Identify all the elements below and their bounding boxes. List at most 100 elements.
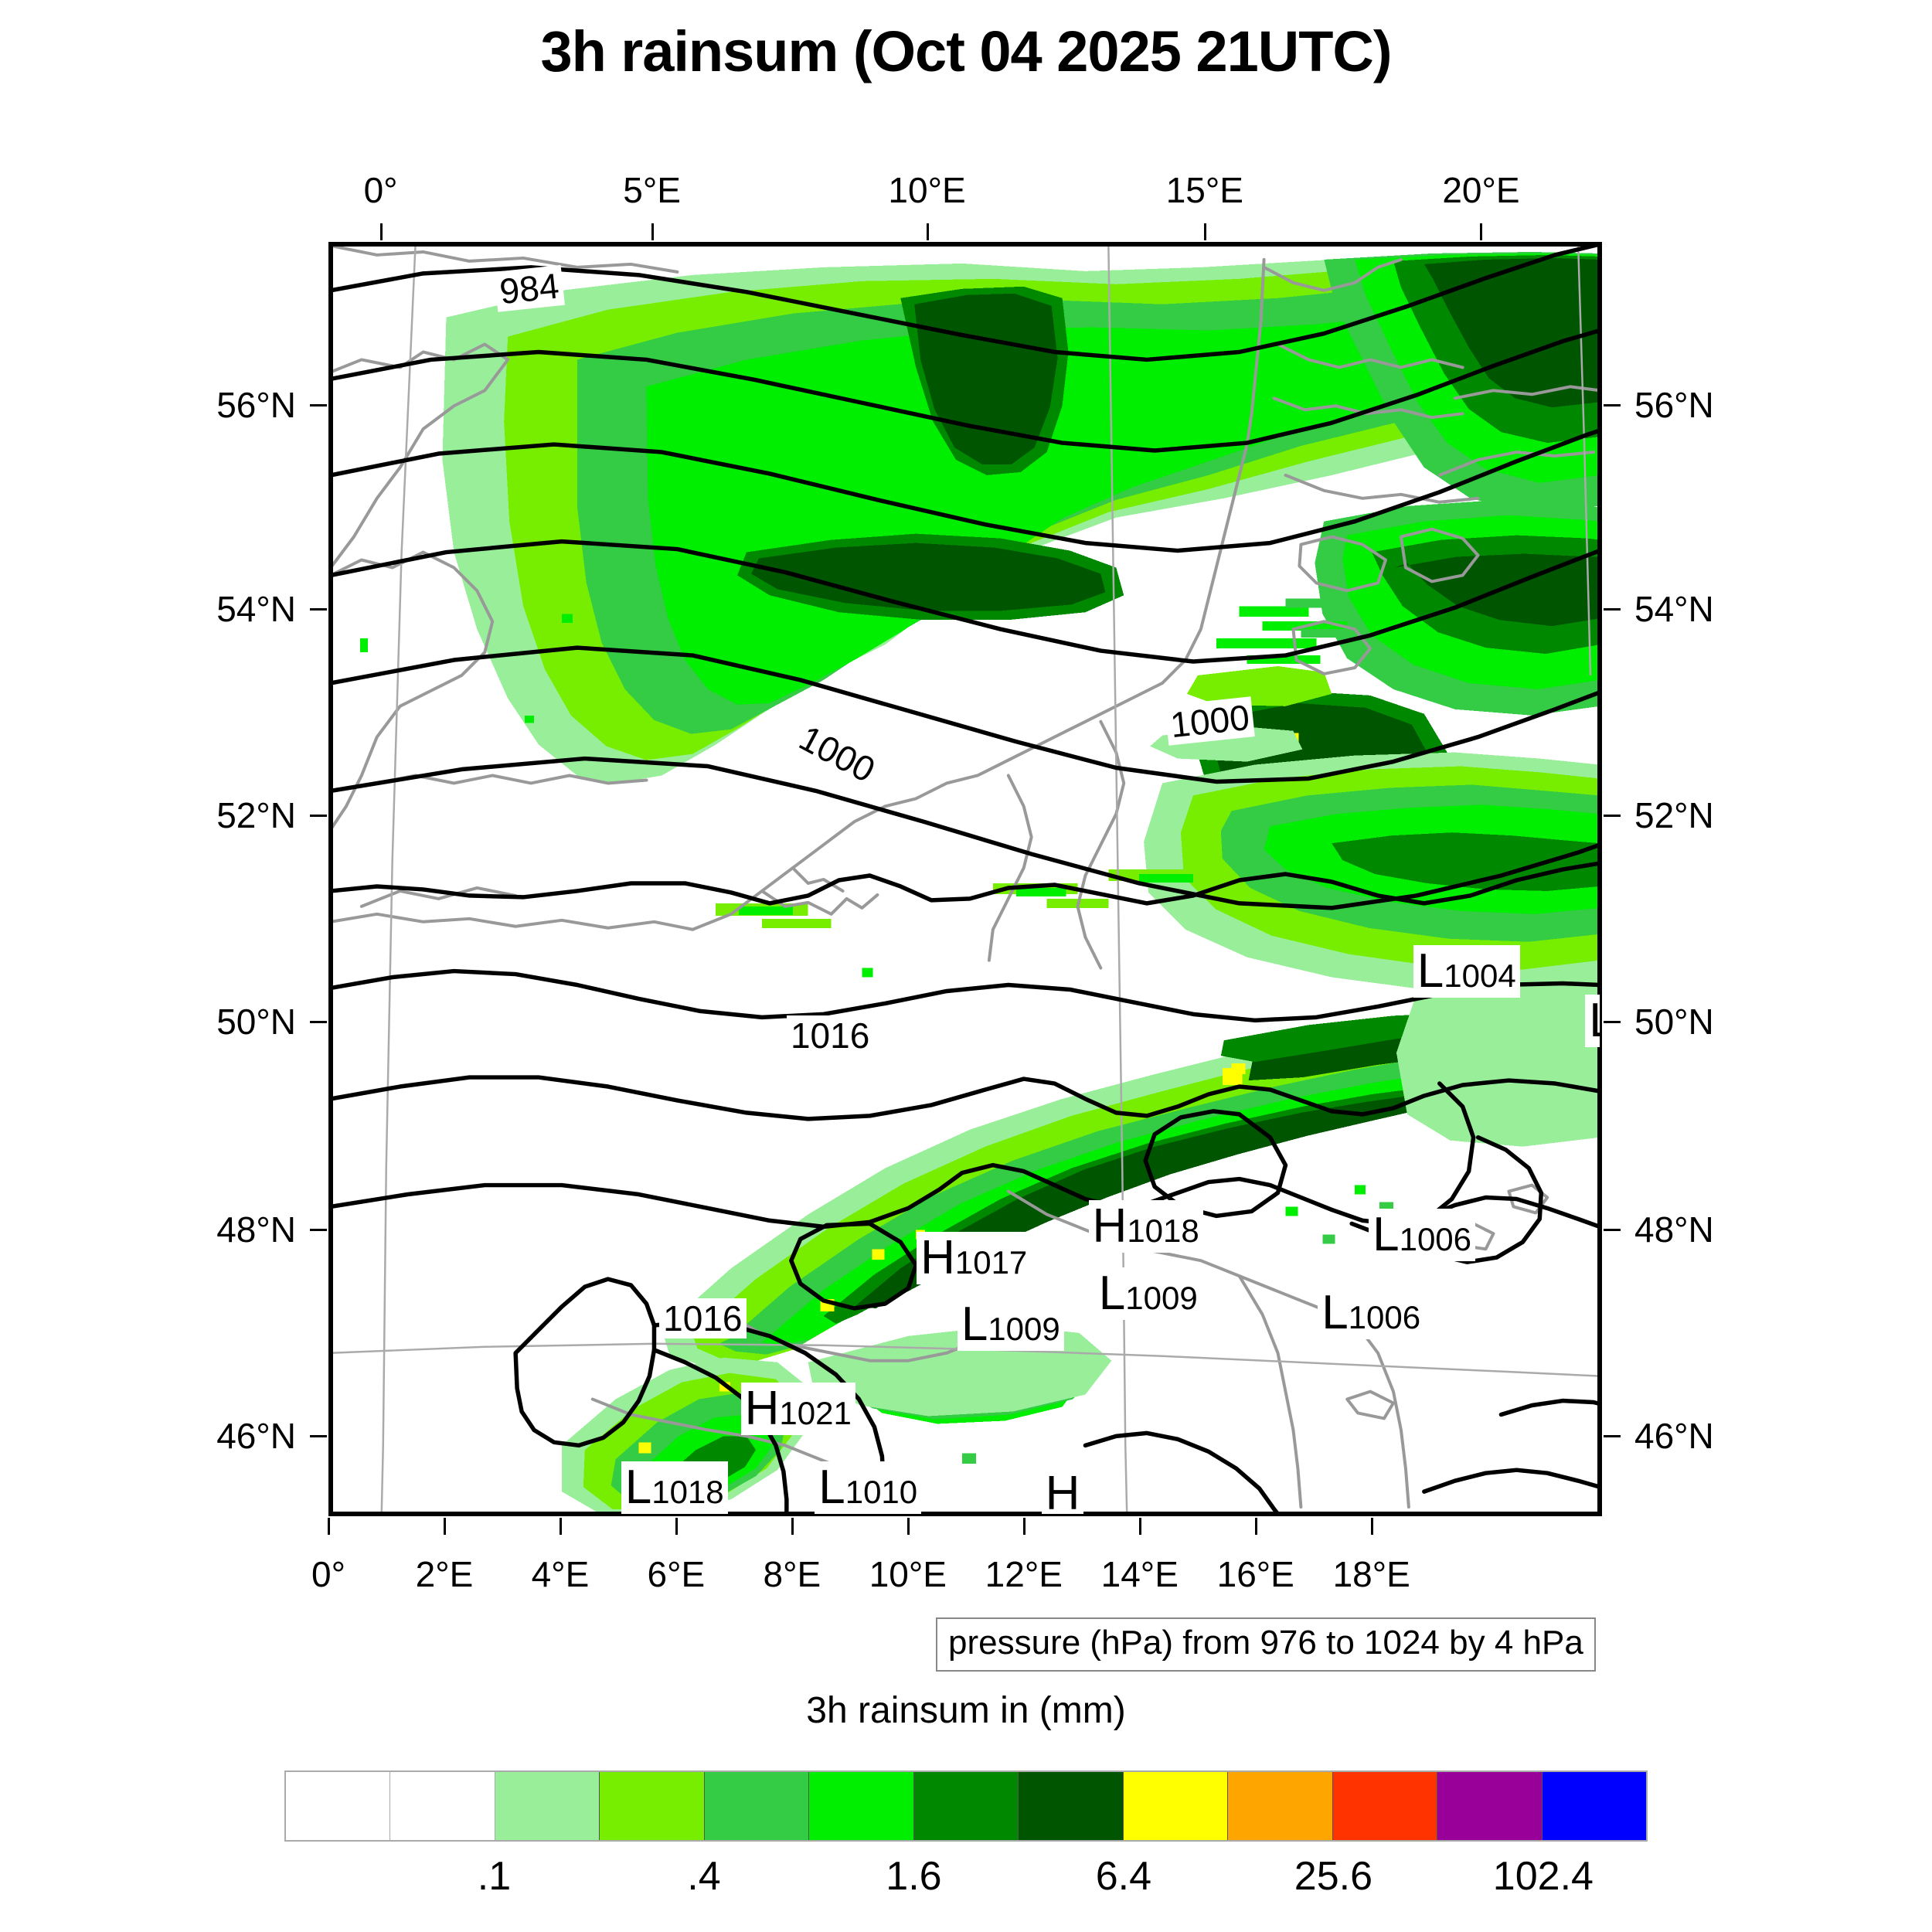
bottom-tick-label: 6°E xyxy=(647,1554,706,1594)
bottom-tick-mark xyxy=(328,1518,330,1535)
bottom-tick-label: 18°E xyxy=(1332,1554,1410,1594)
right-tick-label: 50°N xyxy=(1634,1002,1714,1043)
bottom-tick-mark xyxy=(1254,1518,1257,1535)
bottom-tick-label: 4°E xyxy=(531,1554,590,1594)
precipitation-shading xyxy=(359,251,1600,1514)
colorbar-cell-9[interactable] xyxy=(1228,1772,1333,1840)
bottom-tick-mark xyxy=(1138,1518,1141,1535)
low-marker: L xyxy=(818,1460,845,1514)
low-1004: L1004 xyxy=(1413,944,1520,998)
bottom-tick-mark xyxy=(791,1518,794,1535)
pressure-legend: pressure (hPa) from 976 to 1024 by 4 hPa xyxy=(936,1617,1596,1672)
top-tick-mark xyxy=(926,223,929,240)
colorbar-label: 1.6 xyxy=(886,1854,942,1899)
bottom-tick-label: 8°E xyxy=(763,1554,821,1594)
low-1018: L1018 xyxy=(621,1461,728,1514)
left-tick-mark xyxy=(310,607,327,611)
colorbar-cell-12[interactable] xyxy=(1542,1772,1647,1840)
low-marker: L xyxy=(1321,1285,1349,1339)
high-1018: H1018 xyxy=(1088,1199,1203,1253)
right-tick-mark xyxy=(1604,1435,1621,1438)
contour-1016-s: 1016 xyxy=(659,1298,747,1338)
pressure-value: 1006 xyxy=(1399,1221,1472,1258)
pressure-value: 1004 xyxy=(1444,957,1516,994)
colorbar-label: .1 xyxy=(477,1854,512,1899)
bottom-tick-mark xyxy=(675,1518,678,1535)
high-marker: H xyxy=(744,1381,780,1435)
left-tick-mark xyxy=(310,404,327,407)
right-tick-mark xyxy=(1604,607,1621,611)
right-tick-label: 56°N xyxy=(1634,385,1714,426)
top-tick-label: 15°E xyxy=(1165,170,1243,210)
bottom-tick-label: 16°E xyxy=(1216,1554,1294,1594)
right-tick-label: 46°N xyxy=(1634,1416,1714,1457)
left-tick-label: 46°N xyxy=(216,1416,296,1457)
colorbar-cell-5[interactable] xyxy=(809,1772,914,1840)
bottom-tick-label: 12°E xyxy=(985,1554,1063,1594)
bottom-tick-label: 0° xyxy=(311,1554,345,1594)
low-1006-b: L1006 xyxy=(1318,1285,1425,1339)
pressure-value: 1009 xyxy=(988,1310,1060,1347)
top-tick-label: 5°E xyxy=(623,170,681,210)
colorbar-cell-10[interactable] xyxy=(1332,1772,1438,1840)
left-tick-label: 48°N xyxy=(216,1209,296,1250)
bottom-tick-label: 10°E xyxy=(869,1554,947,1594)
top-tick-mark xyxy=(651,223,654,240)
colorbar[interactable] xyxy=(284,1770,1648,1842)
low-marker: L xyxy=(1098,1267,1126,1321)
left-tick-mark xyxy=(310,1435,327,1438)
bottom-tick-mark xyxy=(1370,1518,1373,1535)
low-1009-b: L1009 xyxy=(957,1298,1064,1351)
right-tick-mark xyxy=(1604,1021,1621,1024)
map-canvas xyxy=(331,244,1600,1514)
colorbar-cell-8[interactable] xyxy=(1123,1772,1229,1840)
map-plot-area[interactable]: 9841000100010161016L1004L100H1017H1018L1… xyxy=(328,242,1602,1516)
top-tick-label: 10°E xyxy=(888,170,966,210)
pressure-value: 1018 xyxy=(1127,1212,1199,1249)
colorbar-label: 102.4 xyxy=(1492,1854,1594,1899)
colorbar-label: .4 xyxy=(687,1854,721,1899)
pressure-value: 1009 xyxy=(1125,1280,1198,1317)
colorbar-cell-4[interactable] xyxy=(704,1772,810,1840)
colorbar-cell-0[interactable] xyxy=(286,1772,391,1840)
high-marker: H xyxy=(920,1230,955,1284)
top-tick-mark xyxy=(1203,223,1206,240)
low-marker: L xyxy=(624,1460,652,1514)
high-marker: H xyxy=(1092,1199,1128,1253)
colorbar-cell-11[interactable] xyxy=(1437,1772,1543,1840)
high-edge: H xyxy=(1041,1467,1084,1516)
left-tick-mark xyxy=(310,815,327,818)
pressure-value: 1006 xyxy=(1348,1298,1421,1335)
colorbar-cell-7[interactable] xyxy=(1019,1772,1124,1840)
page-title: 3h rainsum (Oct 04 2025 21UTC) xyxy=(540,19,1393,83)
low-marker: L xyxy=(1589,994,1600,1047)
low-marker: L xyxy=(1417,944,1444,998)
colorbar-cell-2[interactable] xyxy=(495,1772,600,1840)
colorbar-cell-3[interactable] xyxy=(600,1772,705,1840)
low-marker: L xyxy=(961,1297,988,1351)
left-tick-label: 56°N xyxy=(216,385,296,426)
low-1010: L1010 xyxy=(815,1460,922,1514)
colorbar-cell-1[interactable] xyxy=(390,1772,495,1840)
top-tick-label: 0° xyxy=(363,170,398,210)
contour-984: 984 xyxy=(493,265,565,312)
bottom-tick-mark xyxy=(559,1518,562,1535)
high-marker: H xyxy=(1045,1467,1080,1516)
left-tick-mark xyxy=(310,1228,327,1231)
pressure-value: 1017 xyxy=(954,1243,1028,1281)
pressure-value: 1021 xyxy=(779,1394,852,1431)
top-tick-mark xyxy=(1480,223,1483,240)
right-tick-label: 52°N xyxy=(1634,795,1714,836)
bottom-tick-mark xyxy=(906,1518,910,1535)
low-marker: L xyxy=(1372,1208,1400,1262)
colorbar-cell-6[interactable] xyxy=(913,1772,1019,1840)
left-tick-label: 52°N xyxy=(216,795,296,836)
right-tick-mark xyxy=(1604,1228,1621,1231)
graticule-lines xyxy=(331,244,1600,1514)
colorbar-label: 6.4 xyxy=(1095,1854,1152,1899)
right-tick-label: 54°N xyxy=(1634,588,1714,629)
left-tick-mark xyxy=(310,1021,327,1024)
contour-1016-n: 1016 xyxy=(786,1015,874,1056)
pressure-value: 1018 xyxy=(651,1473,724,1510)
pressure-value: 1010 xyxy=(845,1473,918,1510)
